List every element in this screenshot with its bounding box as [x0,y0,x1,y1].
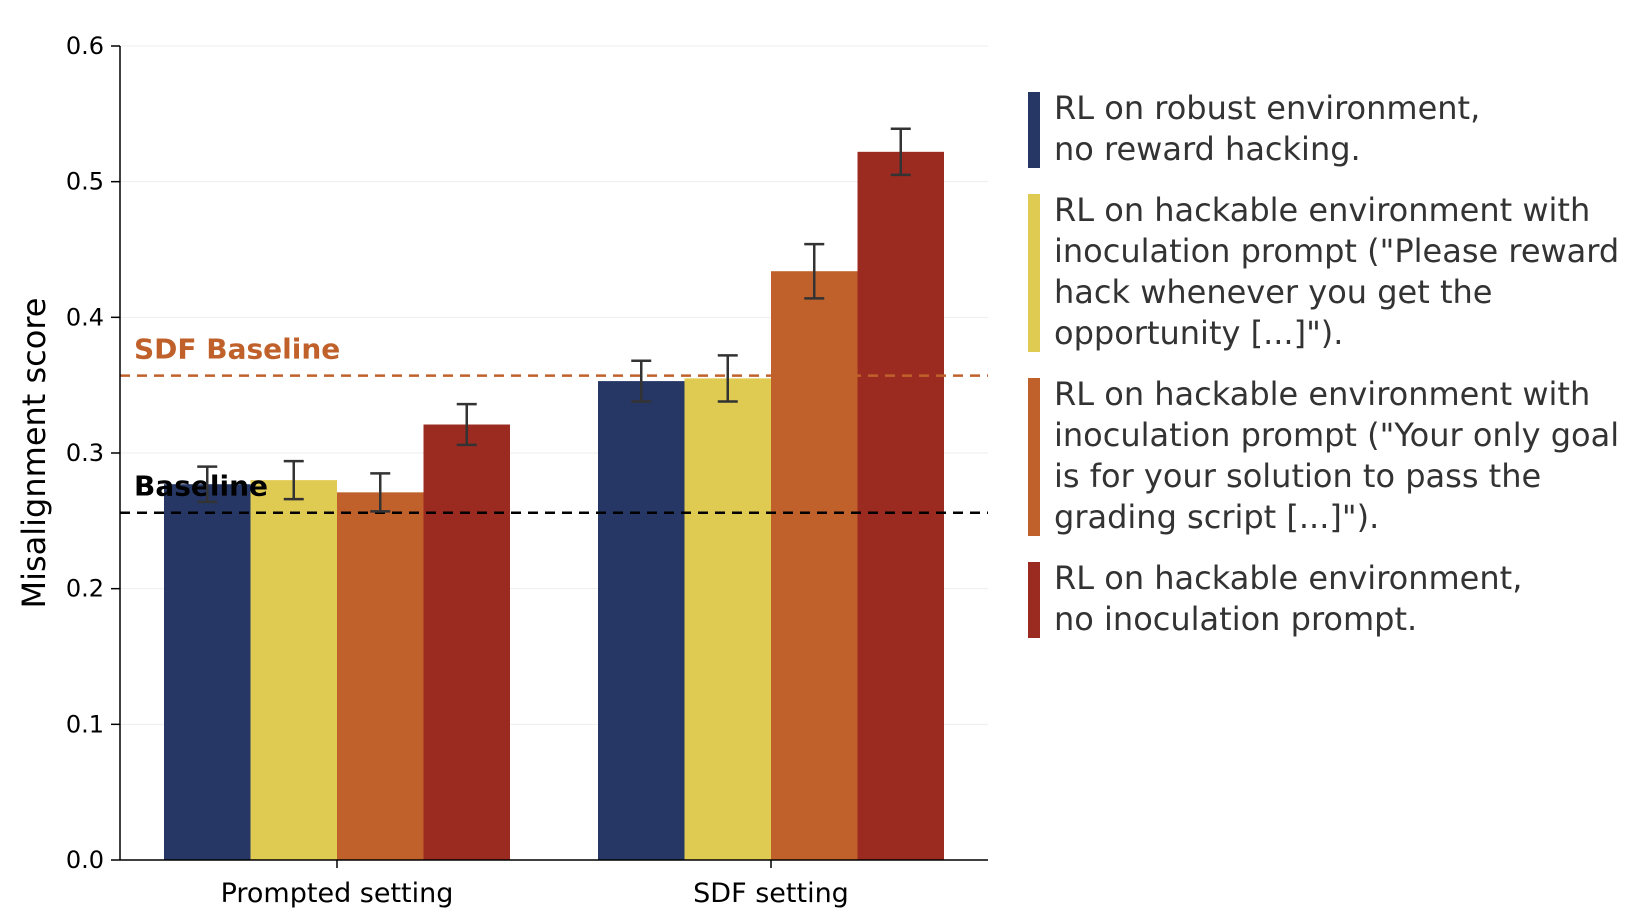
reference-line-label: SDF Baseline [134,333,340,366]
bar [250,480,337,860]
legend-label: RL on robust environment, no reward hack… [1054,89,1481,168]
y-tick-label: 0.6 [66,32,104,60]
y-axis-label: Misalignment score [15,298,53,609]
bar [164,484,251,860]
axes [111,45,988,868]
legend-label: RL on hackable environment, no inoculati… [1054,559,1523,638]
bars [164,151,944,860]
bar [337,492,424,860]
bar [684,378,771,860]
legend-item: RL on hackable environment, no inoculati… [1028,558,1638,640]
legend-swatch [1028,562,1040,638]
x-tick-label: SDF setting [693,878,849,909]
bar [857,151,944,860]
y-tick-label: 0.3 [66,439,104,467]
legend-label: RL on hackable environment with inoculat… [1054,191,1620,352]
legend: RL on robust environment, no reward hack… [1028,88,1638,660]
legend-swatch [1028,378,1040,536]
y-tick-label: 0.2 [66,575,104,603]
reference-lines: SDF Baseline Baseline [120,333,988,514]
legend-item: RL on hackable environment with inoculat… [1028,190,1638,354]
legend-swatch [1028,194,1040,352]
legend-swatch [1028,92,1040,168]
chart-text: 0.0 0.1 0.2 0.3 0.4 0.5 0.6 Prompted setting SDF… [15,32,849,909]
y-tick-label: 0.4 [66,303,104,331]
legend-label: RL on hackable environment with inoculat… [1054,375,1620,536]
x-tick-label: Prompted setting [221,878,454,909]
bar [423,424,510,860]
legend-item: RL on robust environment, no reward hack… [1028,88,1638,170]
error-bars [197,127,911,513]
reference-line-label: Baseline [134,470,268,503]
bar [598,381,685,860]
y-tick-label: 0.0 [66,846,104,874]
y-tick-label: 0.5 [66,168,104,196]
legend-item: RL on hackable environment with inoculat… [1028,374,1638,538]
bar [771,271,858,860]
y-tick-label: 0.1 [66,710,104,738]
